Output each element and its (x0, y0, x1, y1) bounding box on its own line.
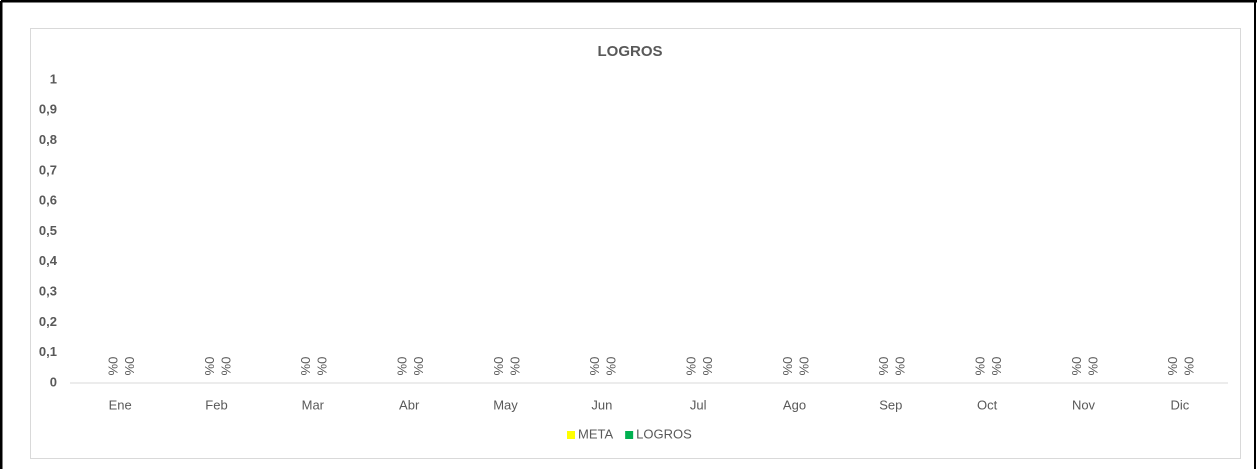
x-tick-label: Jun (591, 397, 612, 412)
legend-swatch (567, 431, 575, 439)
value-label: 0% (1165, 357, 1180, 376)
value-label: 0% (1069, 357, 1084, 376)
y-tick-label: 0,5 (39, 223, 57, 238)
y-tick-label: 1 (50, 71, 57, 86)
y-tick-label: 0,3 (39, 284, 57, 299)
x-tick-label: Abr (399, 397, 420, 412)
value-label: 0% (587, 357, 602, 376)
value-label: 0% (218, 357, 233, 376)
x-tick-label: May (493, 397, 518, 412)
y-tick-label: 0,7 (39, 162, 57, 177)
value-label: 0% (1085, 357, 1100, 376)
value-label: 0% (491, 357, 506, 376)
x-tick-label: Jul (690, 397, 707, 412)
value-label: 0% (1182, 357, 1197, 376)
y-tick-label: 0,4 (39, 253, 58, 268)
y-tick-label: 0,6 (39, 193, 57, 208)
y-tick-label: 0,9 (39, 102, 57, 117)
x-tick-label: Mar (302, 397, 325, 412)
value-label: 0% (780, 357, 795, 376)
value-label: 0% (796, 357, 811, 376)
y-tick-label: 0 (50, 374, 57, 389)
x-tick-label: Sep (879, 397, 902, 412)
value-label: 0% (684, 357, 699, 376)
x-tick-label: Nov (1072, 397, 1096, 412)
value-label: 0% (298, 357, 313, 376)
x-tick-label: Feb (205, 397, 227, 412)
value-label: 0% (411, 357, 426, 376)
value-label: 0% (700, 357, 715, 376)
value-label: 0% (989, 357, 1004, 376)
y-tick-label: 0,1 (39, 344, 57, 359)
x-tick-label: Ago (783, 397, 806, 412)
value-label: 0% (893, 357, 908, 376)
legend-label: LOGROS (636, 426, 692, 441)
legend-swatch (625, 431, 634, 439)
chart-title: LOGROS (597, 43, 662, 60)
value-label: 0% (507, 357, 522, 376)
chart-area (30, 28, 1241, 459)
value-label: 0% (315, 357, 330, 376)
x-tick-label: Ene (109, 397, 132, 412)
x-tick-label: Oct (977, 397, 998, 412)
y-tick-label: 0,8 (39, 132, 57, 147)
value-label: 0% (202, 357, 217, 376)
value-label: 0% (395, 357, 410, 376)
value-label: 0% (604, 357, 619, 376)
value-label: 0% (106, 357, 121, 376)
y-tick-label: 0,2 (39, 314, 57, 329)
legend-label: META (578, 426, 613, 441)
x-tick-label: Dic (1170, 397, 1189, 412)
value-label: 0% (876, 357, 891, 376)
value-label: 0% (973, 357, 988, 376)
value-label: 0% (122, 357, 137, 376)
